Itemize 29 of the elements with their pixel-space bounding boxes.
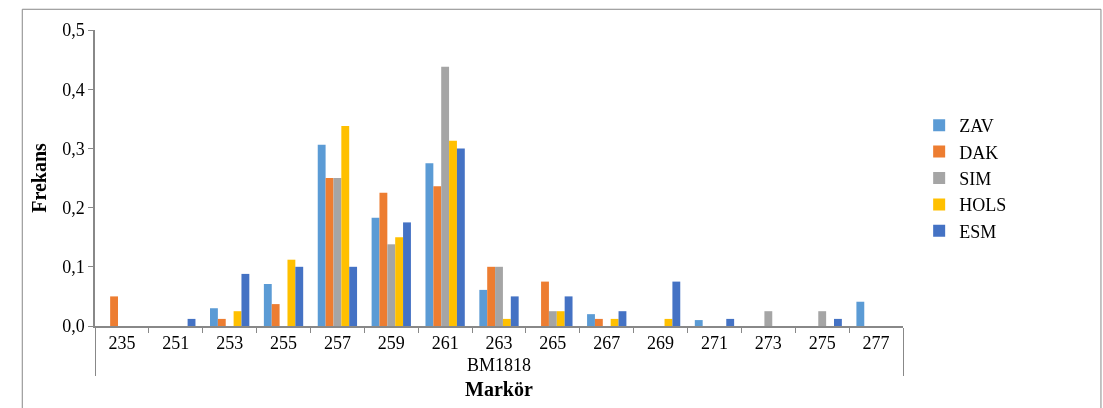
legend-label: DAK — [959, 142, 999, 163]
legend-label: SIM — [959, 169, 992, 190]
x-tick-label: 275 — [808, 333, 836, 354]
x-tick-label: 265 — [539, 333, 567, 354]
y-tick-label: 0,3 — [62, 138, 85, 159]
y-tick-label: 0,1 — [62, 257, 85, 278]
y-tick-label: 0,5 — [62, 20, 85, 41]
x-tick-label: 263 — [485, 333, 513, 354]
x-tick-label: 251 — [162, 333, 190, 354]
text: BM1818 — [466, 355, 532, 376]
x-axis-title: Markör — [465, 378, 533, 401]
x-tick-label: 255 — [270, 333, 298, 354]
y-tick-label: 0,0 — [62, 316, 85, 337]
legend-label: HOLS — [959, 195, 1007, 216]
legend-label: ESM — [959, 221, 997, 242]
legend-label: ZAV — [959, 116, 994, 137]
x-tick-label: 259 — [377, 333, 405, 354]
x-tick-label: 257 — [323, 333, 351, 354]
x-tick-label: 269 — [647, 333, 675, 354]
y-tick-label: 0,4 — [62, 79, 85, 100]
x-tick-label: 253 — [216, 333, 244, 354]
y-axis-title: Frekans — [28, 142, 51, 213]
x-tick-label: 261 — [431, 333, 459, 354]
x-tick-label: 235 — [108, 333, 136, 354]
x-tick-label: 277 — [862, 333, 890, 354]
x-tick-label: 271 — [700, 333, 728, 354]
x-tick-label: 273 — [754, 333, 782, 354]
y-tick-label: 0,2 — [62, 197, 85, 218]
x-tick-label: 267 — [593, 333, 621, 354]
